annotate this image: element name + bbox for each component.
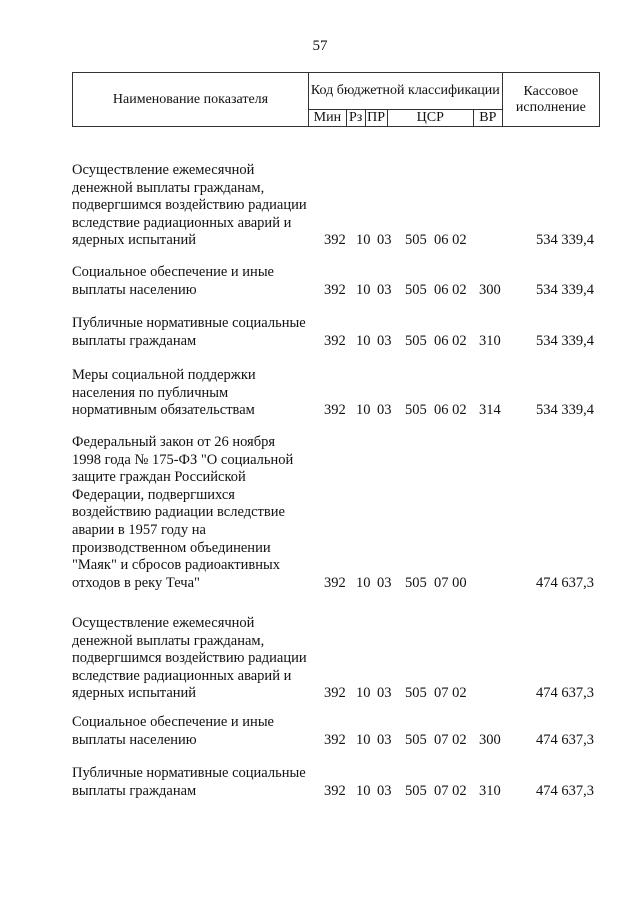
row-amount: 474 637,3: [536, 574, 594, 591]
row-pr: 03: [377, 281, 392, 298]
row-csr: 505 07 02: [405, 731, 467, 748]
row-min: 392: [324, 731, 346, 748]
row-pr: 03: [377, 332, 392, 349]
table-row: Социальное обеспечение и иные выплаты на…: [72, 714, 602, 749]
row-min: 392: [324, 574, 346, 591]
table-header: Наименование показателя Код бюджетной кл…: [71, 72, 601, 127]
row-rz: 10: [356, 574, 371, 591]
row-name: Публичные нормативные социальные выплаты…: [72, 765, 306, 799]
row-csr: 505 06 02: [405, 332, 467, 349]
header-rz: Рз: [345, 109, 366, 127]
row-vr: 314: [479, 402, 501, 419]
row-amount: 534 339,4: [536, 281, 594, 298]
row-rz: 10: [356, 782, 371, 799]
table-row: Федеральный закон от 26 ноября 1998 года…: [72, 434, 602, 592]
page-number: 57: [312, 38, 328, 54]
row-vr: 310: [479, 332, 501, 349]
table-row: Социальное обеспечение и иные выплаты на…: [72, 264, 602, 299]
row-csr: 505 07 02: [405, 782, 467, 799]
row-amount: 534 339,4: [536, 232, 594, 249]
row-min: 392: [324, 332, 346, 349]
row-amount: 474 637,3: [536, 685, 594, 702]
row-amount: 534 339,4: [536, 332, 594, 349]
header-min: Мин: [308, 109, 347, 127]
row-name: Осуществление ежемесячной денежной выпла…: [72, 162, 307, 249]
row-csr: 505 06 02: [405, 281, 467, 298]
header-pr: ПР: [364, 109, 388, 127]
row-min: 392: [324, 782, 346, 799]
row-amount: 474 637,3: [536, 731, 594, 748]
row-csr: 505 07 02: [405, 685, 467, 702]
row-amount: 474 637,3: [536, 782, 594, 799]
table-row: Публичные нормативные социальные выплаты…: [72, 315, 602, 350]
row-rz: 10: [356, 332, 371, 349]
row-name: Осуществление ежемесячной денежной выпла…: [72, 615, 307, 702]
row-name: Федеральный закон от 26 ноября 1998 года…: [72, 434, 294, 591]
row-pr: 03: [377, 731, 392, 748]
row-pr: 03: [377, 232, 392, 249]
row-min: 392: [324, 232, 346, 249]
row-min: 392: [324, 402, 346, 419]
row-csr: 505 06 02: [405, 232, 467, 249]
header-code-group: Код бюджетной классификации: [308, 72, 503, 110]
row-rz: 10: [356, 402, 371, 419]
row-vr: 310: [479, 782, 501, 799]
row-name: Социальное обеспечение и иные выплаты на…: [72, 264, 274, 298]
row-min: 392: [324, 685, 346, 702]
row-csr: 505 06 02: [405, 402, 467, 419]
row-vr: 300: [479, 281, 501, 298]
row-rz: 10: [356, 281, 371, 298]
header-name: Наименование показателя: [71, 72, 310, 127]
row-name: Публичные нормативные социальные выплаты…: [72, 315, 306, 349]
row-name: Меры социальной поддержки населения по п…: [72, 367, 256, 419]
row-csr: 505 07 00: [405, 574, 467, 591]
row-vr: 300: [479, 731, 501, 748]
header-vr: ВР: [472, 109, 503, 127]
table-row: Осуществление ежемесячной денежной выпла…: [72, 615, 602, 703]
table-row: Публичные нормативные социальные выплаты…: [72, 765, 602, 800]
row-rz: 10: [356, 232, 371, 249]
row-pr: 03: [377, 782, 392, 799]
row-name: Социальное обеспечение и иные выплаты на…: [72, 714, 274, 748]
table-row: Осуществление ежемесячной денежной выпла…: [72, 162, 602, 250]
row-pr: 03: [377, 402, 392, 419]
row-rz: 10: [356, 685, 371, 702]
row-min: 392: [324, 281, 346, 298]
header-amount: Кассовое исполнение: [501, 72, 601, 127]
row-pr: 03: [377, 574, 392, 591]
header-csr: ЦСР: [386, 109, 474, 127]
table-row: Меры социальной поддержки населения по п…: [72, 367, 602, 420]
row-rz: 10: [356, 731, 371, 748]
row-amount: 534 339,4: [536, 402, 594, 419]
row-pr: 03: [377, 685, 392, 702]
